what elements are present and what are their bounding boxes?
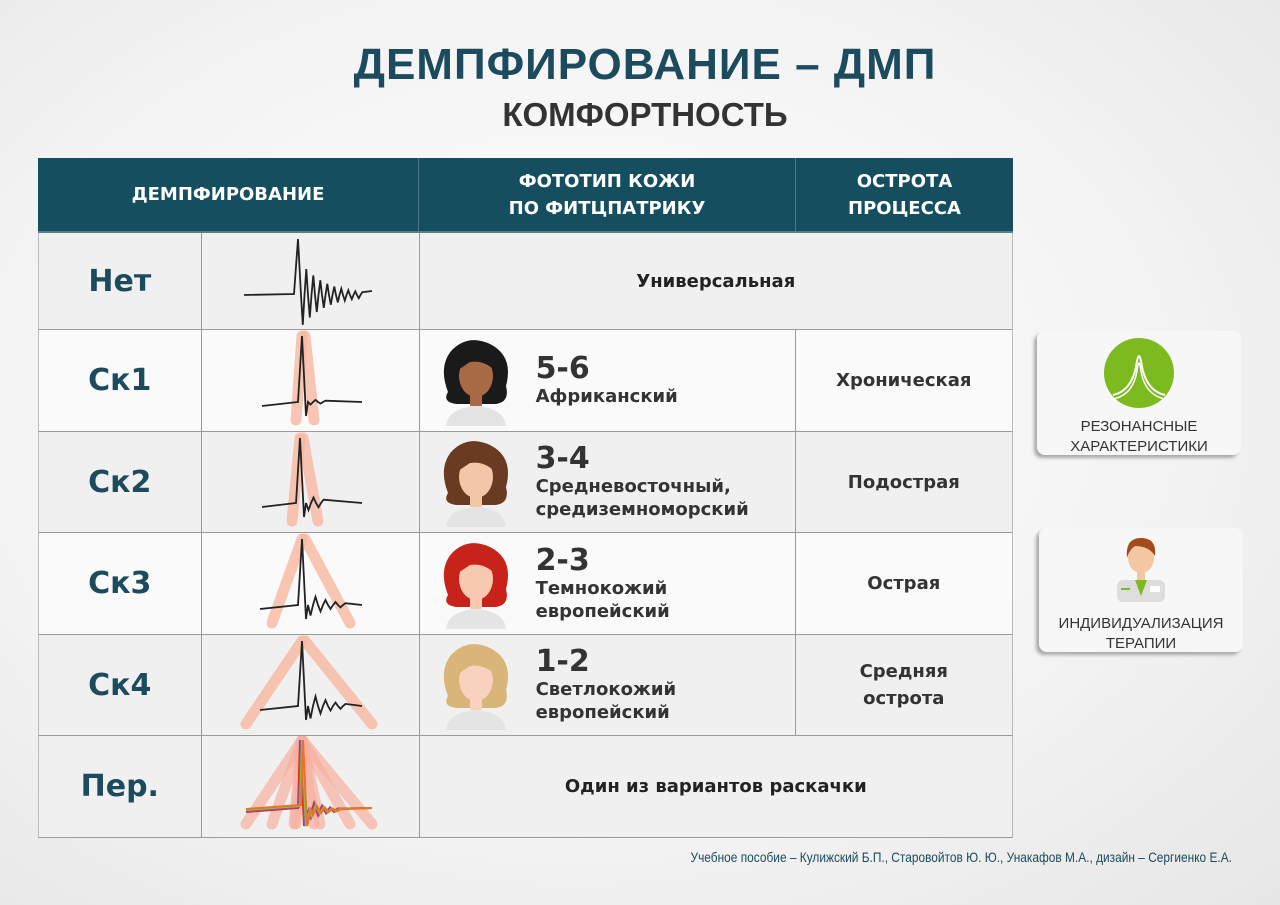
page-title: ДЕМПФИРОВАНИЕ – ДМП: [353, 40, 937, 89]
resonance-curve-icon: [1104, 338, 1174, 408]
phototype-description: Африканский: [535, 386, 678, 407]
skin-phototype-portrait: [443, 542, 508, 629]
table-row: Пер. Один из вариантов раскачки: [38, 735, 1013, 838]
phototype-number: 1-2: [535, 644, 590, 679]
phototype-number: 2-3: [535, 542, 590, 578]
damping-bar: [299, 330, 320, 425]
waveform-line: [259, 640, 362, 720]
damping-level: Ск3: [39, 533, 202, 634]
waveform-line: [261, 335, 362, 416]
card-label: РЕЗОНАНСНЫЕ ХАРАКТЕРИСТИКИ: [1070, 418, 1208, 455]
damping-level: Нет: [39, 233, 202, 329]
damping-level: Пер.: [39, 736, 202, 837]
header-damping: ДЕМПФИРОВАНИЕ: [38, 158, 419, 231]
card-label: ИНДИВИДУАЛИЗАЦИЯ ТЕРАПИИ: [1058, 615, 1224, 652]
phototype-number: 5-6: [535, 351, 590, 386]
waveform-line: [245, 739, 372, 826]
acuity-cell: Хроническая: [836, 370, 972, 391]
phototype-description: Средневосточный, средиземноморский: [535, 476, 749, 520]
damping-bar: [240, 635, 308, 729]
damping-waveform: [240, 735, 378, 829]
damping-waveform: [259, 533, 362, 628]
card-individualization: ИНДИВИДУАЛИЗАЦИЯ ТЕРАПИИ: [1039, 528, 1243, 652]
table-row: Ск4 1-2 Светлокожий европейский Средняя ос…: [38, 635, 1013, 736]
merged-cell: Один из вариантов раскачки: [564, 776, 867, 797]
phototype-description: Темнокожий европейский: [535, 577, 670, 622]
damping-waveform: [243, 238, 372, 325]
phototype-cell: 2-3 Темнокожий европейский: [420, 533, 796, 634]
waveform-line: [259, 538, 362, 619]
damping-waveform: [261, 432, 362, 526]
acuity-cell: Средняя острота: [859, 661, 948, 709]
waveform-cell: [202, 635, 420, 735]
waveform-line: [243, 238, 372, 325]
table-row: Ск2 3-4 Средневосточный, средиземноморски…: [38, 432, 1013, 533]
phototype-cell: 3-4 Средневосточный, средиземноморский: [420, 432, 796, 532]
table-row: Ск3 2-3 Темнокожий европейский Острая: [38, 533, 1013, 635]
acuity-cell: Острая: [867, 573, 941, 594]
damping-waveform: [240, 635, 378, 729]
doctor-icon: [1117, 538, 1165, 602]
skin-phototype-portrait: [443, 441, 508, 527]
damping-bar: [266, 533, 308, 628]
card-resonance: РЕЗОНАНСНЫЕ ХАРАКТЕРИСТИКИ: [1037, 331, 1241, 455]
waveform-cell: [202, 533, 420, 634]
damping-bar: [297, 432, 324, 526]
skin-phototype-portrait: [443, 644, 508, 730]
waveform-cell: [202, 432, 420, 532]
phototype-cell: 5-6 Африканский: [420, 330, 796, 431]
table-row: Нет Универсальная: [38, 233, 1013, 330]
page-subtitle: КОМФОРТНОСТЬ: [502, 96, 788, 133]
phototype-number: 3-4: [535, 441, 590, 476]
table-row: Ск1 5-6 Африканский Хроническая: [38, 330, 1013, 432]
damping-level: Ск4: [39, 635, 202, 735]
damping-bar: [299, 533, 356, 628]
footer-credits: Учебное пособие – Кулижский Б.П., Старов…: [690, 849, 1232, 865]
damping-level: Ск2: [39, 432, 202, 532]
damping-waveform: [261, 330, 362, 425]
table-header: ДЕМПФИРОВАНИЕ ФОТОТИП КОЖИ ПО ФИТЦПАТРИК…: [38, 158, 1013, 233]
phototype-cell: 1-2 Светлокожий европейский: [420, 635, 796, 735]
acuity-cell: Подострая: [847, 471, 960, 493]
damping-level: Ск1: [39, 330, 202, 431]
waveform-line: [261, 437, 362, 517]
waveform-cell: [202, 233, 420, 329]
damping-bar: [299, 635, 378, 729]
waveform-cell: [202, 735, 420, 837]
waveform-cell: [202, 330, 420, 431]
skin-phototype-portrait: [443, 339, 508, 426]
header-acuity: ОСТРОТА ПРОЦЕССА: [848, 170, 961, 219]
damping-table: ДЕМПФИРОВАНИЕ ФОТОТИП КОЖИ ПО ФИТЦПАТРИК…: [38, 158, 1013, 838]
merged-cell: Универсальная: [636, 270, 796, 292]
phototype-description: Светлокожий европейский: [535, 679, 677, 723]
header-phototype: ФОТОТИП КОЖИ ПО ФИТЦПАТРИКУ: [419, 158, 796, 231]
